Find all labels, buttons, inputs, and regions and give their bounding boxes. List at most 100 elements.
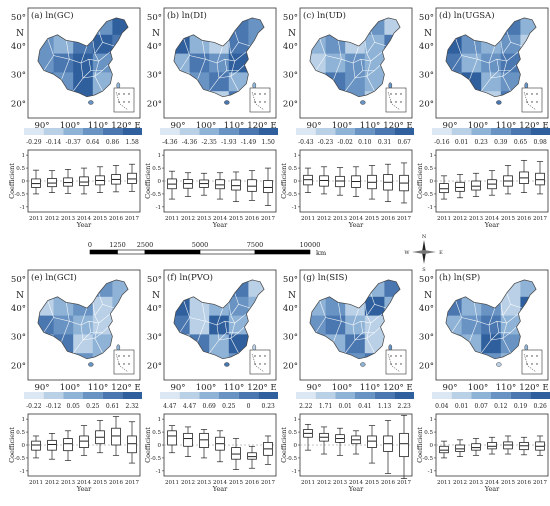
north-label: N (152, 291, 160, 301)
box-2016 (247, 170, 257, 201)
longitude-label: 90° (306, 383, 321, 393)
latitude-label: 30° (147, 333, 162, 343)
x-tick-label: 2013 (197, 216, 211, 222)
x-tick-label: 2015 (501, 216, 515, 222)
box-2011 (303, 423, 313, 451)
longitude-label: 100° (60, 383, 80, 393)
box-2011 (31, 435, 41, 459)
inset-boundary (251, 91, 265, 111)
box-2011 (167, 170, 177, 200)
legend-swatch (102, 392, 123, 399)
legend-label: 0.01 (338, 403, 351, 410)
x-tick-label: 2016 (245, 480, 259, 486)
province-boundary (510, 304, 523, 309)
inset-island-dot (390, 355, 392, 357)
box-2015 (503, 165, 513, 195)
province-boundary (179, 55, 190, 71)
island-taiwan (252, 82, 257, 89)
legend-swatch (374, 128, 395, 135)
x-tick-label: 2016 (517, 480, 531, 486)
map-region (209, 315, 230, 335)
y-tick-label: 1 (22, 153, 26, 159)
map-region (228, 315, 249, 335)
box-iqr (335, 175, 345, 188)
province-boundary (366, 332, 375, 339)
north-label: N (16, 291, 24, 301)
y-axis-label: Coefficient (144, 163, 152, 199)
inset-island-dot (526, 355, 528, 357)
map-region (73, 334, 94, 354)
north-label: N (152, 29, 160, 39)
x-tick-label: 2014 (349, 480, 363, 486)
legend-swatch (315, 392, 336, 399)
legend-swatch (63, 392, 83, 399)
inset-boundary (115, 91, 129, 111)
south-china-sea-inset (521, 87, 543, 113)
x-tick-label: 2014 (485, 216, 499, 222)
province-boundary (238, 42, 251, 47)
map-region (73, 353, 94, 359)
island-hainan (88, 362, 94, 367)
longitude-label: 110° (88, 383, 108, 393)
box-iqr (367, 435, 377, 448)
latitude-label: 30° (11, 71, 26, 81)
x-tick-label: 2011 (165, 480, 179, 486)
box-2015 (367, 425, 377, 464)
box-iqr (535, 172, 545, 186)
compass-rose: N S E W (404, 234, 443, 273)
inset-island-dot (395, 355, 397, 357)
legend-label: -0.16 (434, 139, 450, 146)
legend-swatch (122, 128, 142, 135)
legend-swatch (43, 128, 64, 135)
longitude-label: 120° E (383, 383, 412, 393)
south-china-sea-inset (249, 349, 271, 375)
x-tick-label: 2011 (301, 480, 315, 486)
latitude-label: 50° (419, 13, 434, 23)
box-2017 (127, 421, 137, 464)
north-label: N (16, 29, 24, 39)
legend-label: 0.23 (474, 139, 488, 146)
y-tick-label: 0.5 (424, 430, 433, 436)
longitude-label: 110° (360, 121, 380, 131)
x-tick-label: 2013 (469, 216, 483, 222)
legend-label: 0.19 (514, 403, 528, 410)
map-f: 50° 40° 30° 20° 90° 100° 110° 120° E N (f) ln(PVO… (147, 269, 277, 393)
box-2013 (199, 172, 209, 196)
y-tick-label: -1 (156, 469, 161, 475)
legend-swatch (83, 392, 103, 399)
inset-island-dot (123, 363, 125, 365)
legend-label: 0.05 (66, 403, 80, 410)
latitude-label: 40° (147, 42, 162, 52)
legend-label: 1.71 (319, 403, 332, 410)
map-region (481, 334, 502, 354)
x-tick-label: 2015 (229, 216, 243, 222)
inset-boundary (387, 91, 401, 111)
province-boundary (238, 304, 251, 309)
box-iqr (231, 179, 241, 191)
legend-label: -0.14 (46, 139, 62, 146)
north-label: N (424, 29, 432, 39)
country-outline (445, 279, 537, 360)
box-iqr (127, 172, 137, 184)
y-tick-label: -1 (428, 205, 433, 211)
inset-island-dot (264, 101, 266, 103)
box-2011 (303, 167, 313, 193)
legend-label: 0.41 (358, 403, 371, 410)
latitude-label: 20° (419, 361, 434, 371)
x-tick-label: 2017 (125, 480, 139, 486)
map-region (364, 315, 385, 335)
longitude-label: 90° (170, 121, 185, 131)
province-boundary (43, 55, 54, 71)
box-2012 (455, 174, 465, 199)
province-boundary (102, 304, 115, 309)
box-iqr (455, 444, 465, 452)
country-outline (173, 17, 265, 98)
inset-island-dot (400, 355, 402, 357)
box-2012 (319, 166, 329, 195)
island-hainan (360, 100, 366, 105)
box-2011 (31, 169, 41, 195)
panel-title: (g) ln(SIS) (303, 272, 348, 283)
inset-island-dot (536, 101, 538, 103)
